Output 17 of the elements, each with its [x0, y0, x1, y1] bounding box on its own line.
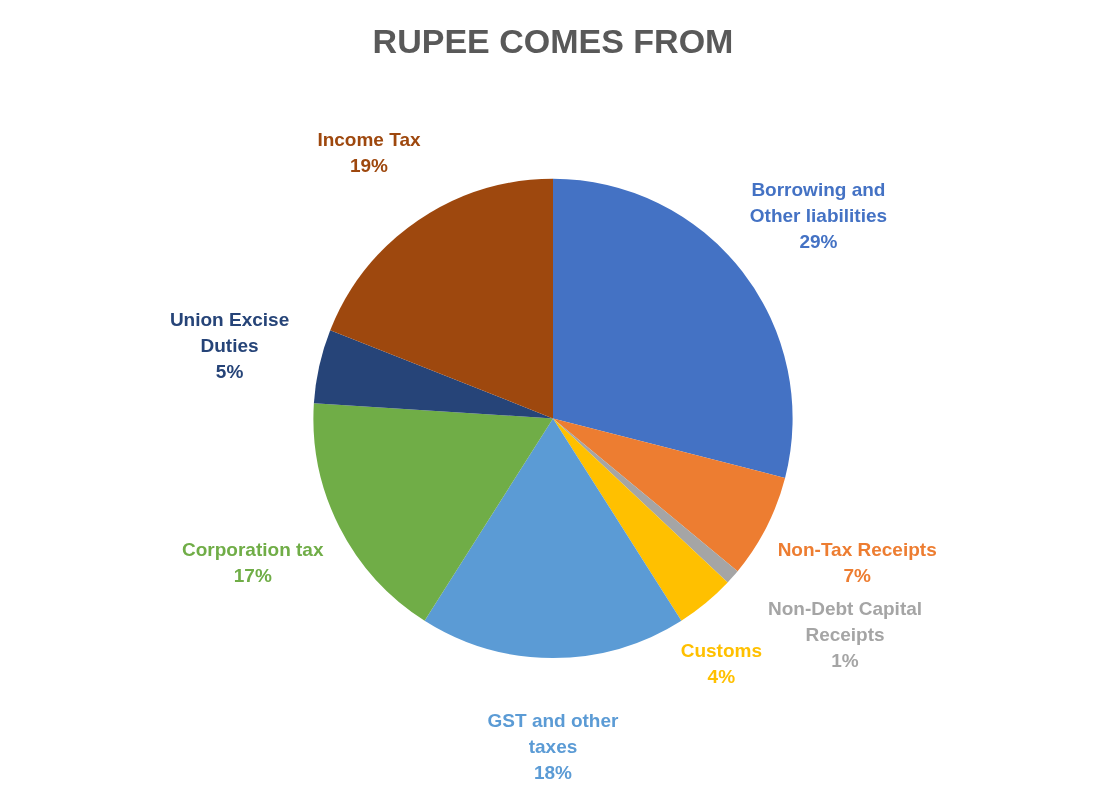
slice-label: Borrowing and Other liabilities	[749, 179, 888, 227]
slice-label: Non-Debt Capital Receipts	[767, 598, 923, 646]
data-label: 17%	[233, 564, 272, 586]
data-label: 1%	[831, 650, 859, 672]
chart-title: RUPEE COMES FROM	[372, 21, 734, 60]
data-label: 4%	[707, 666, 736, 688]
slice-label: Corporation tax	[182, 538, 324, 560]
data-label: 19%	[349, 155, 389, 177]
slice-label: Customs	[680, 640, 762, 662]
data-label: 18%	[533, 761, 573, 783]
slice-label: Non-Tax Receipts	[777, 538, 937, 560]
data-label: 7%	[843, 564, 871, 586]
data-label: 5%	[215, 360, 244, 382]
slice-label: Union Excise Duties	[169, 308, 290, 356]
data-label: 29%	[799, 231, 838, 253]
slice-label: Income Tax	[317, 129, 421, 151]
slice-label: GST and other taxes	[487, 709, 620, 757]
